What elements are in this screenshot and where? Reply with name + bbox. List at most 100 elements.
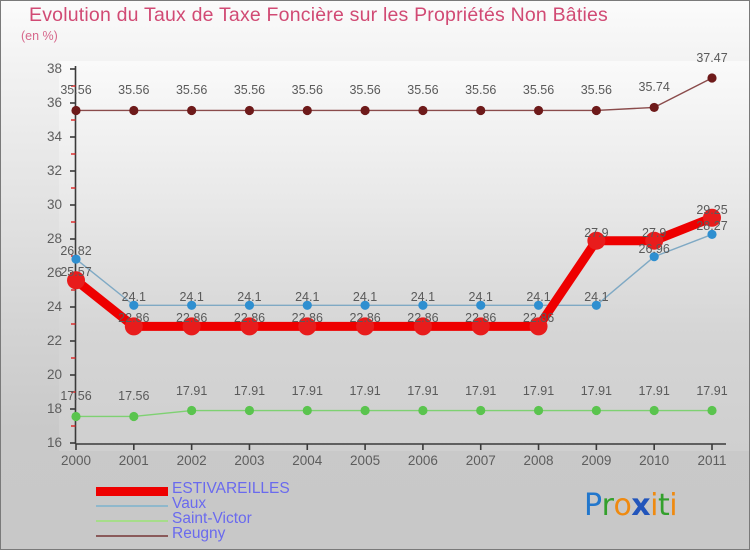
legend-label: Vaux [172, 495, 207, 512]
logo-letter-i2: i [669, 488, 678, 523]
y-axis-label: 36 [46, 95, 62, 110]
x-axis-label: 2011 [697, 453, 727, 468]
legend-label: Reugny [172, 525, 226, 542]
data-point-vaux [302, 300, 312, 310]
data-point-vaux [360, 300, 370, 310]
chart-unit-subtitle: (en %) [21, 29, 58, 43]
y-axis-label: 22 [46, 333, 62, 348]
legend-item-saint-victor[interactable]: Saint-Victor [96, 510, 426, 528]
data-point-reugny [707, 73, 717, 83]
x-axis-label: 2002 [176, 453, 207, 468]
logo-letter-r: r [601, 488, 614, 523]
data-point-reugny [533, 105, 544, 116]
y-axis-label: 30 [46, 197, 62, 212]
data-point-estivareilles [413, 317, 432, 336]
data-point-estivareilles [67, 271, 85, 290]
data-point-reugny [591, 105, 601, 116]
y-axis-label: 20 [46, 367, 62, 382]
x-axis-label: 2008 [523, 453, 554, 468]
x-axis-label: 2004 [292, 453, 323, 468]
series-line-estivareilles [71, 213, 717, 331]
x-axis-label: 2003 [234, 453, 265, 468]
y-axis-label: 26 [46, 265, 62, 280]
legend-swatch [96, 505, 168, 507]
y-axis-label: 18 [46, 401, 62, 416]
data-point-vaux [649, 252, 659, 262]
data-point-saint-victor [71, 411, 81, 422]
x-axis-label: 2000 [60, 453, 92, 468]
x-axis-label: 2010 [639, 453, 670, 468]
x-axis-label: 2001 [118, 453, 149, 468]
data-point-vaux [533, 300, 544, 310]
data-point-vaux [707, 229, 717, 240]
y-axis-label: 34 [46, 129, 62, 144]
y-axis-label: 28 [46, 231, 62, 246]
plot-area: 25.57 22.86 22.86 22.86 22.86 22.86 22.86 22.86… [59, 51, 749, 451]
logo-letter-x: x [631, 488, 651, 523]
data-point-estivareilles [703, 208, 721, 227]
x-axis-label: 2005 [350, 453, 381, 468]
data-point-estivareilles [645, 231, 664, 250]
series-line-vaux [75, 233, 713, 307]
data-point-estivareilles [182, 317, 201, 336]
legend-label: Saint-Victor [172, 510, 252, 527]
data-point-estivareilles [587, 231, 606, 250]
data-point-saint-victor [244, 405, 255, 416]
data-point-saint-victor [302, 405, 312, 416]
data-point-saint-victor [418, 405, 428, 416]
x-axis-label: 2009 [581, 453, 612, 468]
data-point-estivareilles [529, 317, 548, 336]
y-axis-label: 38 [46, 61, 62, 76]
legend-swatch [96, 486, 168, 496]
data-point-reugny [476, 105, 486, 116]
legend-item-vaux[interactable]: Vaux [96, 495, 426, 513]
data-point-saint-victor [476, 405, 486, 416]
series-line-saint-victor [75, 409, 713, 418]
data-point-saint-victor [129, 411, 139, 422]
data-point-estivareilles [298, 317, 317, 336]
data-point-saint-victor [591, 405, 601, 416]
data-point-estivareilles [471, 317, 490, 336]
data-point-saint-victor [360, 405, 370, 416]
data-point-estivareilles [124, 317, 143, 336]
data-point-reugny [418, 105, 428, 116]
data-point-vaux [129, 300, 139, 310]
logo-letter-o: o [613, 488, 632, 523]
x-axis-label: 2007 [465, 453, 496, 468]
data-point-reugny [649, 102, 659, 113]
line-chart-svg [59, 61, 749, 451]
legend-item-estivareilles[interactable]: ESTIVAREILLES [96, 480, 426, 498]
plot-background [59, 61, 749, 451]
data-point-reugny [71, 105, 81, 116]
data-point-reugny [244, 105, 255, 116]
legend-item-reugny[interactable]: Reugny [96, 525, 426, 543]
logo-letter-p: P [584, 488, 602, 523]
x-axis-label: 2006 [407, 453, 438, 468]
data-point-vaux [418, 300, 428, 310]
data-point-reugny [360, 105, 370, 116]
proxiti-logo: Proxiti [584, 488, 678, 523]
logo-letter-t: t [658, 488, 670, 523]
data-point-saint-victor [187, 405, 197, 416]
data-point-saint-victor [707, 405, 717, 416]
data-point-saint-victor [533, 405, 544, 416]
data-point-estivareilles [240, 317, 259, 336]
data-point-vaux [71, 254, 81, 264]
data-point-vaux [244, 300, 255, 310]
legend-swatch [96, 535, 168, 537]
y-axis-label: 24 [46, 299, 62, 314]
data-point-reugny [302, 105, 312, 116]
data-point-vaux [591, 300, 601, 310]
data-point-estivareilles [356, 317, 375, 336]
page-title: Evolution du Taux de Taxe Foncière sur l… [29, 4, 608, 26]
data-point-reugny [187, 105, 197, 116]
legend-label: ESTIVAREILLES [172, 480, 290, 497]
data-point-saint-victor [649, 405, 659, 416]
data-point-vaux [476, 300, 486, 310]
y-axis-label: 32 [46, 163, 62, 178]
data-point-reugny [129, 105, 139, 116]
logo-letter-i1: i [650, 488, 658, 523]
legend-swatch [96, 520, 168, 522]
data-point-vaux [187, 300, 197, 310]
